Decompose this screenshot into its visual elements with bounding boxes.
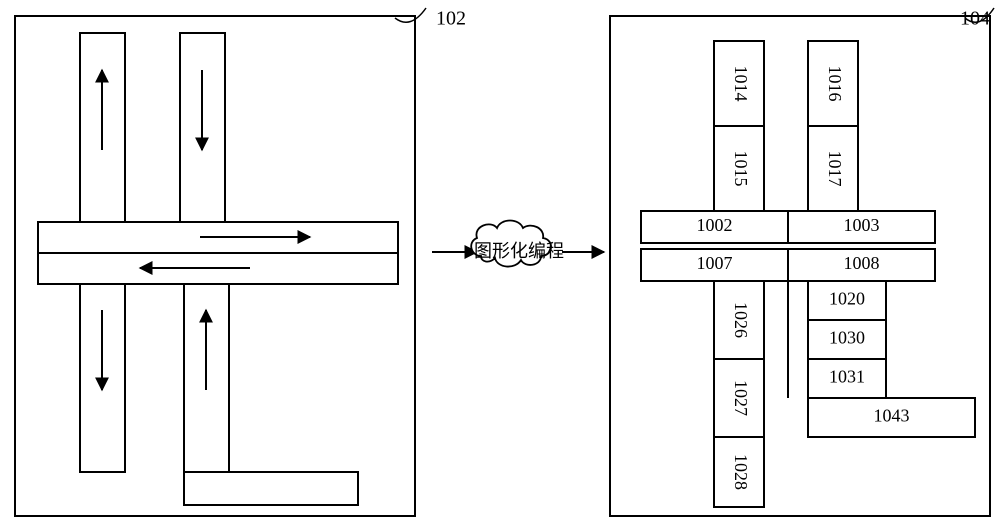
svg-text:102: 102 bbox=[436, 8, 466, 30]
svg-text:1015: 1015 bbox=[731, 151, 751, 187]
svg-text:1017: 1017 bbox=[825, 151, 845, 187]
svg-text:1028: 1028 bbox=[731, 454, 751, 490]
svg-text:1020: 1020 bbox=[829, 289, 865, 309]
svg-text:1031: 1031 bbox=[829, 367, 865, 387]
svg-text:1026: 1026 bbox=[731, 302, 751, 338]
svg-text:1043: 1043 bbox=[874, 406, 910, 426]
svg-text:1002: 1002 bbox=[697, 215, 733, 235]
svg-text:1008: 1008 bbox=[844, 253, 880, 273]
svg-text:图形化编程: 图形化编程 bbox=[474, 241, 564, 261]
svg-text:104: 104 bbox=[960, 8, 990, 30]
svg-text:1014: 1014 bbox=[731, 66, 751, 102]
svg-text:1003: 1003 bbox=[844, 215, 880, 235]
svg-text:1016: 1016 bbox=[825, 66, 845, 102]
svg-text:1027: 1027 bbox=[731, 380, 751, 416]
svg-text:1030: 1030 bbox=[829, 328, 865, 348]
svg-text:1007: 1007 bbox=[697, 253, 733, 273]
